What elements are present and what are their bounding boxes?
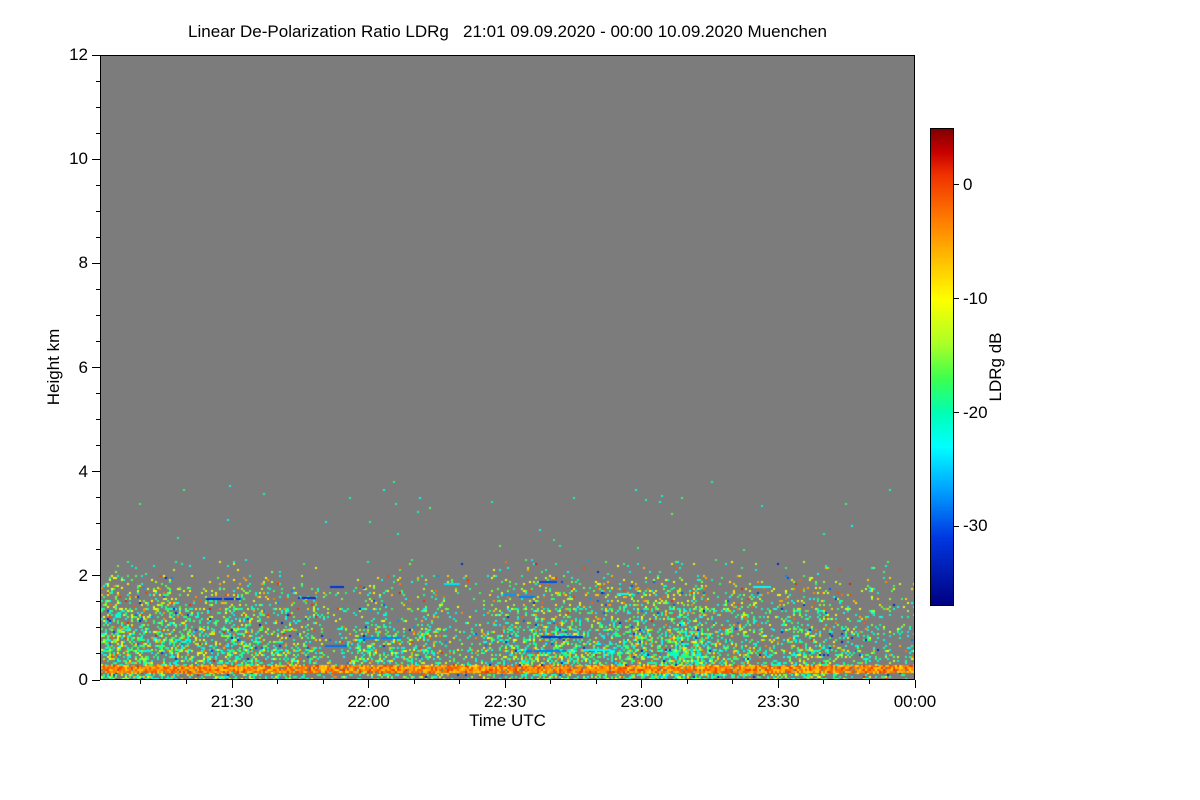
y-tick-label: 8 bbox=[78, 253, 88, 273]
colorbar-tick-label: -20 bbox=[963, 402, 988, 422]
x-minor-tick bbox=[732, 680, 734, 684]
x-minor-tick bbox=[686, 680, 688, 684]
colorbar-tick bbox=[954, 412, 959, 414]
x-minor-tick bbox=[186, 680, 187, 684]
colorbar-tick-label: 0 bbox=[963, 174, 973, 194]
x-minor-tick bbox=[459, 680, 461, 684]
x-tick-label: 22:30 bbox=[483, 692, 527, 711]
colorbar-tick bbox=[954, 184, 959, 186]
y-tick-label: 10 bbox=[69, 149, 88, 169]
x-minor-tick bbox=[823, 680, 825, 684]
y-major-tick bbox=[92, 471, 100, 473]
x-minor-tick bbox=[595, 680, 597, 684]
y-major-tick bbox=[92, 54, 100, 56]
x-minor-tick bbox=[550, 680, 552, 684]
colorbar bbox=[930, 128, 954, 606]
y-tick-label: 2 bbox=[78, 565, 88, 585]
x-minor-tick bbox=[277, 680, 279, 684]
y-major-tick bbox=[92, 367, 100, 368]
x-minor-tick bbox=[322, 680, 324, 684]
colorbar-canvas bbox=[931, 129, 953, 605]
x-minor-tick bbox=[413, 680, 415, 684]
x-minor-tick bbox=[140, 680, 142, 684]
x-major-tick bbox=[368, 680, 370, 688]
x-minor-tick bbox=[868, 680, 870, 684]
x-tick-label: 21:30 bbox=[210, 692, 254, 711]
y-tick-label: 0 bbox=[78, 670, 88, 689]
y-major-tick bbox=[92, 575, 100, 577]
y-tick-label: 12 bbox=[69, 45, 88, 64]
plot-area bbox=[100, 55, 915, 680]
x-major-tick bbox=[777, 680, 779, 688]
x-major-tick bbox=[914, 680, 916, 688]
x-tick-label: 23:00 bbox=[620, 692, 664, 711]
heatmap-canvas bbox=[101, 56, 914, 679]
y-tick-label: 4 bbox=[78, 461, 88, 481]
x-tick-label: 23:30 bbox=[757, 692, 800, 711]
x-axis-label: Time UTC bbox=[469, 711, 546, 730]
y-major-tick bbox=[92, 679, 100, 681]
colorbar-tick-label: -10 bbox=[963, 288, 988, 308]
colorbar-tick bbox=[954, 298, 959, 300]
x-tick-label: 00:00 bbox=[893, 692, 937, 711]
x-major-tick bbox=[504, 680, 506, 688]
x-major-tick bbox=[231, 680, 233, 688]
y-major-tick bbox=[92, 262, 100, 264]
y-major-tick bbox=[92, 158, 100, 160]
x-major-tick bbox=[641, 680, 643, 688]
colorbar-tick bbox=[954, 525, 959, 527]
colorbar-label: LDRg dB bbox=[986, 332, 1005, 402]
plot-title: Linear De-Polarization Ratio LDRg 21:01 … bbox=[188, 22, 827, 41]
colorbar-tick-label: -30 bbox=[963, 516, 988, 536]
x-tick-label: 22:00 bbox=[347, 692, 390, 711]
y-axis-label: Height km bbox=[44, 328, 63, 406]
